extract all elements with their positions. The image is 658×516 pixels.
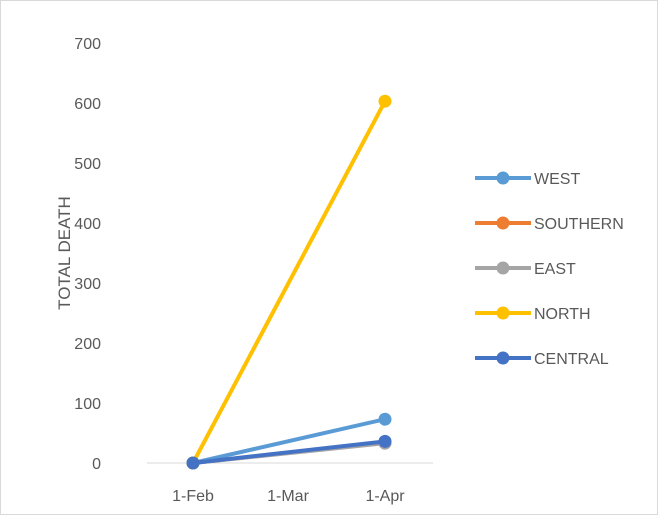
series-line (191, 99, 387, 465)
legend-swatch-marker (496, 351, 510, 365)
x-tick-label: 1-Mar (267, 488, 309, 505)
legend-label: SOUTHERN (534, 216, 624, 233)
data-point (378, 434, 392, 448)
y-tick-label: 300 (74, 276, 101, 293)
legend-item-east: EAST (475, 261, 576, 278)
y-tick-labels: 0 100 200 300 400 500 600 700 (74, 36, 101, 473)
legend: WEST SOUTHERN EAST NORTH CENTRAL (475, 171, 624, 368)
y-tick-label: 400 (74, 216, 101, 233)
legend-item-north: NORTH (475, 306, 591, 323)
legend-label: WEST (534, 171, 580, 188)
series-central (186, 434, 392, 470)
legend-item-west: WEST (475, 171, 580, 188)
legend-item-central: CENTRAL (475, 351, 609, 368)
series-line (191, 417, 387, 465)
series-line (191, 439, 387, 465)
series-north (186, 94, 392, 470)
y-axis-title: TOTAL DEATH (55, 196, 74, 310)
data-point (378, 412, 392, 426)
y-tick-label: 700 (74, 36, 101, 53)
y-tick-label: 0 (92, 456, 101, 473)
legend-label: EAST (534, 261, 576, 278)
y-tick-label: 500 (74, 156, 101, 173)
legend-label: NORTH (534, 306, 591, 323)
legend-swatch-marker (496, 306, 510, 320)
y-axis-title-group: TOTAL DEATH (55, 196, 74, 310)
x-tick-label: 1-Feb (172, 488, 214, 505)
legend-swatch-marker (496, 216, 510, 230)
data-point (378, 94, 392, 108)
legend-item-southern: SOUTHERN (475, 216, 624, 233)
legend-label: CENTRAL (534, 351, 609, 368)
x-tick-labels: 1-Feb 1-Mar 1-Apr (172, 488, 405, 505)
legend-swatch-marker (496, 261, 510, 275)
series-layer (186, 94, 392, 470)
x-tick-label: 1-Apr (365, 488, 405, 505)
y-tick-label: 100 (74, 396, 101, 413)
y-tick-label: 200 (74, 336, 101, 353)
legend-swatch-marker (496, 171, 510, 185)
data-point (186, 456, 200, 470)
y-tick-label: 600 (74, 96, 101, 113)
